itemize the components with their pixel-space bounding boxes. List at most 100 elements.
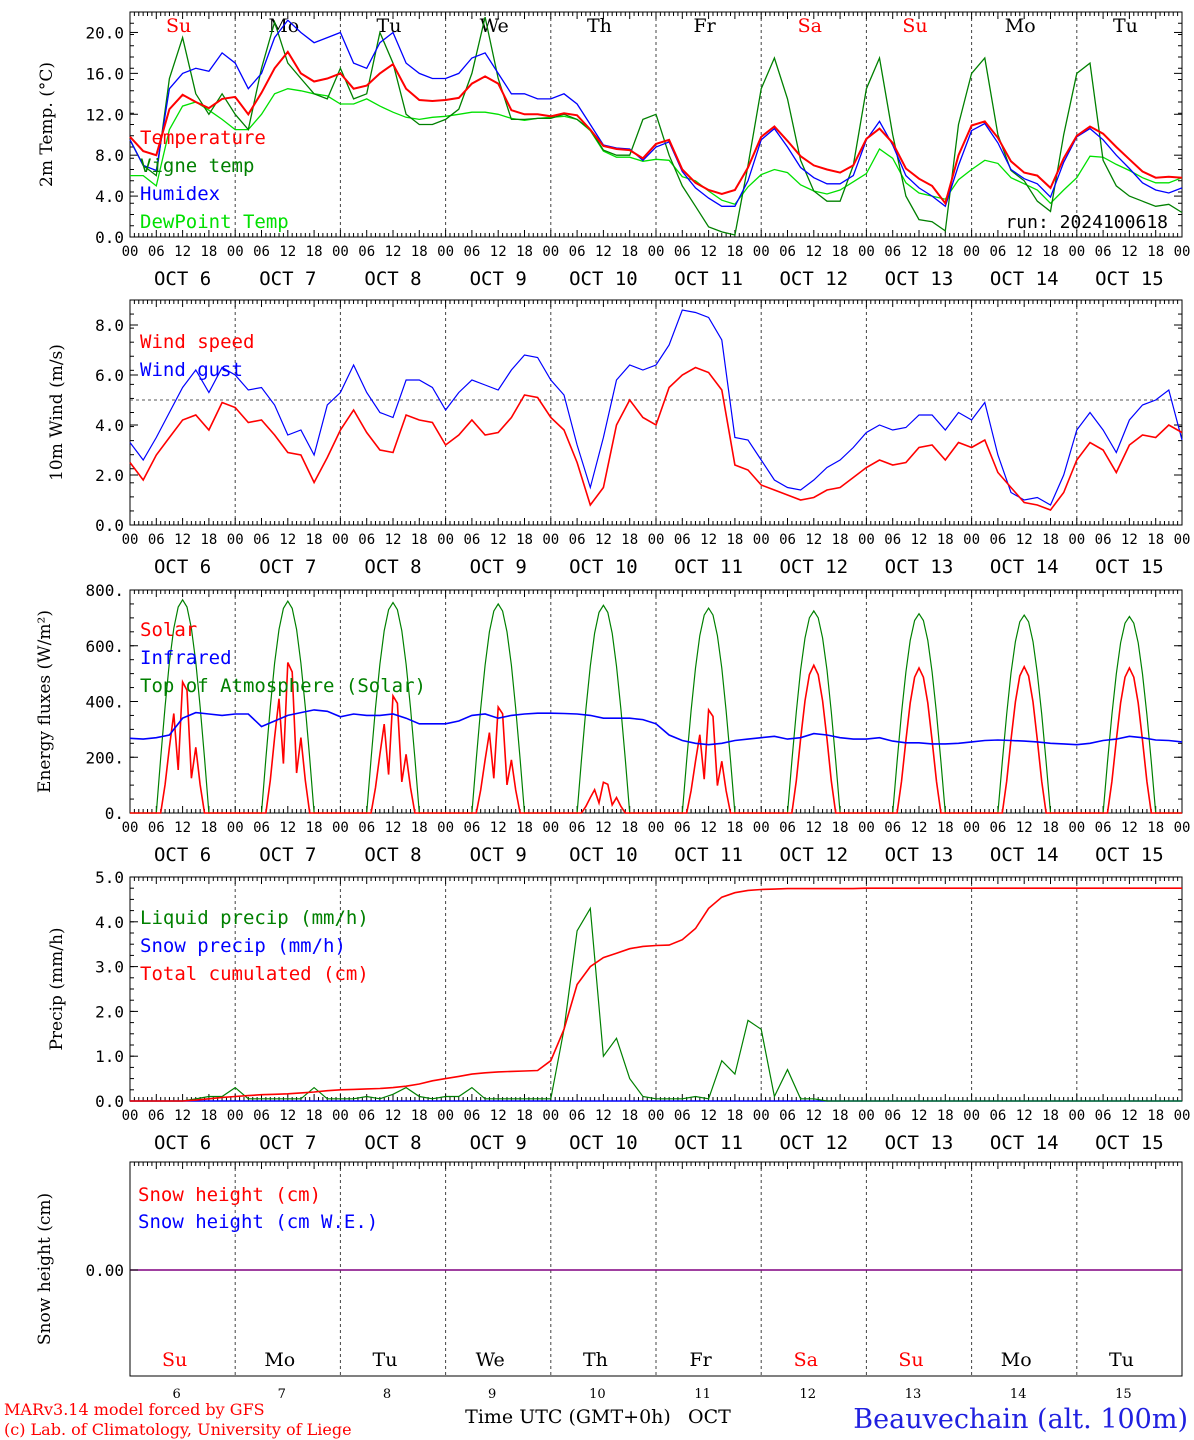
date-label: OCT 14 [990, 1132, 1059, 1154]
weekday-label: Fr [689, 1349, 712, 1371]
hour-tick-label: 00 [963, 532, 980, 548]
hour-tick-label: 06 [463, 244, 480, 260]
hour-tick-label: 12 [174, 532, 191, 548]
hour-tick-label: 06 [884, 532, 901, 548]
lab-credit: (c) Lab. of Climatology, University of L… [4, 1420, 352, 1439]
date-label: OCT 7 [259, 1132, 316, 1154]
date-label: OCT 14 [990, 844, 1059, 866]
y-tick-label: 800. [85, 581, 124, 600]
legend-snow-height: Snow height (cm) [138, 1184, 321, 1206]
weekday-label: Tu [373, 1349, 398, 1371]
legend-vigne: Vigne temp [140, 155, 254, 177]
day-number: 9 [488, 1387, 496, 1402]
date-label: OCT 8 [364, 268, 421, 290]
hour-tick-label: 18 [621, 1108, 638, 1124]
y-tick-label: 0.0 [95, 1092, 124, 1111]
date-label: OCT 11 [674, 844, 743, 866]
panel-frame [129, 299, 1183, 526]
hour-tick-label: 12 [805, 1108, 822, 1124]
hour-tick-label: 12 [805, 820, 822, 836]
dewpoint-line [130, 88, 1183, 206]
date-label: OCT 10 [569, 268, 638, 290]
weekday-label: Th [583, 1349, 608, 1371]
day-number: 12 [800, 1387, 817, 1402]
hour-tick-label: 00 [1174, 820, 1191, 836]
legend-snow_precip: Snow precip (mm/h) [140, 935, 346, 957]
panel-frame [129, 11, 1183, 238]
hour-tick-label: 06 [989, 1108, 1006, 1124]
hour-tick-label: 18 [411, 820, 428, 836]
hour-tick-label: 12 [279, 244, 296, 260]
hour-tick-label: 00 [437, 532, 454, 548]
y-tick-label: 8.0 [95, 316, 124, 335]
hour-tick-label: 18 [621, 244, 638, 260]
y-tick-label: 200. [85, 748, 124, 767]
y-tick-label: 6.0 [95, 366, 124, 385]
day-number: 15 [1115, 1387, 1132, 1402]
hour-tick-label: 18 [306, 820, 323, 836]
y-tick-label: 12.0 [85, 105, 124, 124]
day-number: 13 [905, 1387, 922, 1402]
cumulated-line [130, 887, 1182, 1102]
hour-tick-label: 18 [937, 532, 954, 548]
hour-tick-label: 12 [279, 532, 296, 548]
hour-tick-label: 00 [1068, 1108, 1085, 1124]
hour-tick-label: 12 [595, 820, 612, 836]
date-label: OCT 9 [470, 844, 527, 866]
y-tick-label: 4.0 [95, 416, 124, 435]
x-axis-label: Time UTC (GMT+0h) [465, 1406, 671, 1428]
y-axis-label: 2m Temp. (°C) [37, 62, 57, 187]
hour-tick-label: 18 [200, 244, 217, 260]
date-label: OCT 6 [154, 268, 211, 290]
month-label: OCT [688, 1406, 731, 1428]
y-tick-label: 600. [85, 637, 124, 656]
run-label: run: 2024100618 [1005, 212, 1168, 233]
hour-tick-label: 18 [1147, 244, 1164, 260]
hour-tick-label: 18 [306, 244, 323, 260]
hour-tick-label: 00 [1068, 820, 1085, 836]
y-tick-label: 4.0 [95, 913, 124, 932]
hour-tick-label: 18 [1147, 1108, 1164, 1124]
date-label: OCT 6 [154, 844, 211, 866]
hour-tick-label: 12 [279, 1108, 296, 1124]
panel-2: 10m Wind (m/s) 0.0 2.0 4.0 6.0 8.0 Wind speed W… [47, 299, 1190, 578]
y-axis-label: Snow height (cm) [35, 1193, 55, 1345]
y-tick-label: 16.0 [85, 64, 124, 83]
hour-tick-label: 12 [1016, 244, 1033, 260]
y-tick-label: 5.0 [95, 868, 124, 887]
hour-tick-label: 06 [989, 820, 1006, 836]
hour-tick-label: 18 [1147, 532, 1164, 548]
date-label: OCT 12 [779, 268, 848, 290]
hour-tick-label: 18 [832, 532, 849, 548]
location-label: Beauvechain (alt. 100m) [853, 1404, 1188, 1435]
hour-tick-label: 12 [279, 820, 296, 836]
hour-tick-label: 06 [358, 244, 375, 260]
hour-tick-label: 12 [385, 532, 402, 548]
hour-tick-label: 06 [779, 1108, 796, 1124]
hour-tick-label: 18 [1042, 244, 1059, 260]
hour-tick-label: 18 [516, 244, 533, 260]
legend-wind_speed: Wind speed [140, 331, 254, 353]
hour-tick-label: 12 [911, 1108, 928, 1124]
day-number: 11 [694, 1387, 711, 1402]
hour-tick-label: 00 [122, 1108, 139, 1124]
hour-tick-label: 06 [148, 244, 165, 260]
legend-snow-we: Snow height (cm W.E.) [138, 1211, 378, 1233]
hour-tick-label: 18 [411, 244, 428, 260]
hour-tick-label: 00 [122, 244, 139, 260]
hour-tick-label: 00 [227, 244, 244, 260]
hour-tick-label: 12 [1016, 820, 1033, 836]
hour-tick-label: 06 [358, 532, 375, 548]
date-label: OCT 10 [569, 556, 638, 578]
weekday-label: Mo [264, 1349, 295, 1371]
hour-tick-label: 18 [1147, 820, 1164, 836]
hour-tick-label: 00 [332, 1108, 349, 1124]
hour-tick-label: 12 [174, 244, 191, 260]
hour-tick-label: 12 [174, 820, 191, 836]
hour-tick-label: 00 [858, 820, 875, 836]
y-tick-label: 400. [85, 693, 124, 712]
wind_speed-line [129, 366, 1183, 511]
weekday-label: Mo [1001, 1349, 1032, 1371]
hour-tick-label: 00 [648, 532, 665, 548]
